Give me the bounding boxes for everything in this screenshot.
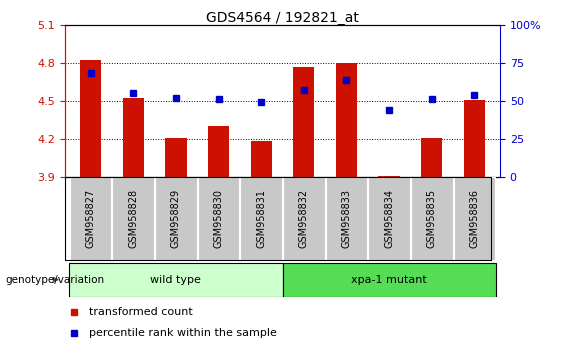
- Bar: [454, 177, 496, 260]
- Text: genotype/variation: genotype/variation: [6, 275, 105, 285]
- Text: GSM958835: GSM958835: [427, 189, 437, 248]
- Text: wild type: wild type: [150, 275, 201, 285]
- Bar: [155, 177, 197, 260]
- Text: GSM958836: GSM958836: [470, 189, 480, 248]
- Bar: [336, 63, 357, 177]
- Bar: [240, 177, 282, 260]
- Bar: [250, 142, 272, 177]
- Text: GSM958832: GSM958832: [299, 189, 309, 248]
- Bar: [421, 138, 442, 177]
- Text: GDS4564 / 192821_at: GDS4564 / 192821_at: [206, 11, 359, 25]
- Text: xpa-1 mutant: xpa-1 mutant: [351, 275, 427, 285]
- Text: GSM958831: GSM958831: [256, 189, 266, 248]
- Bar: [69, 263, 282, 297]
- Bar: [368, 177, 410, 260]
- Bar: [69, 177, 111, 260]
- Bar: [80, 60, 101, 177]
- Text: GSM958830: GSM958830: [214, 189, 224, 248]
- Text: percentile rank within the sample: percentile rank within the sample: [89, 328, 277, 338]
- Text: GSM958833: GSM958833: [341, 189, 351, 248]
- Bar: [123, 98, 144, 177]
- Bar: [282, 263, 496, 297]
- Bar: [411, 177, 453, 260]
- Bar: [293, 67, 315, 177]
- Bar: [283, 177, 325, 260]
- Text: GSM958828: GSM958828: [128, 189, 138, 248]
- Bar: [112, 177, 154, 260]
- Text: GSM958827: GSM958827: [85, 189, 95, 248]
- Text: transformed count: transformed count: [89, 307, 193, 316]
- Bar: [198, 177, 240, 260]
- Text: GSM958834: GSM958834: [384, 189, 394, 248]
- Bar: [464, 99, 485, 177]
- Bar: [325, 177, 367, 260]
- Bar: [165, 138, 186, 177]
- Bar: [379, 176, 400, 177]
- Bar: [208, 126, 229, 177]
- Text: GSM958829: GSM958829: [171, 189, 181, 248]
